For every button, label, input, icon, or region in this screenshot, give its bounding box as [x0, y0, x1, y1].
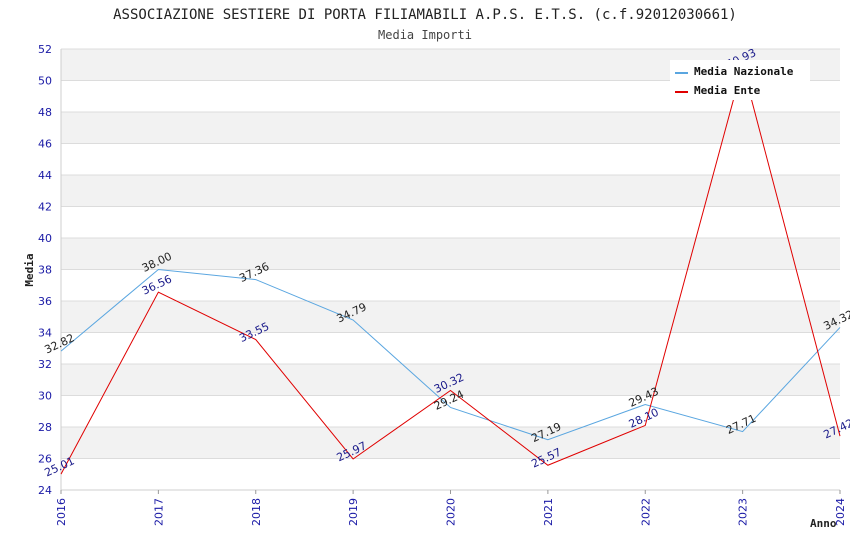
grid-band — [61, 301, 840, 333]
grid-band — [61, 175, 840, 207]
y-tick-label: 34 — [38, 327, 52, 340]
y-axis-label: Media — [23, 253, 36, 286]
grid-band — [61, 427, 840, 459]
x-tick-label: 2022 — [639, 498, 652, 526]
y-tick-label: 40 — [38, 232, 52, 245]
legend-entry-ente: Media Ente — [694, 84, 761, 97]
series-line-nazionale — [60, 268, 841, 441]
x-tick-label: 2021 — [542, 498, 555, 526]
series-layer — [60, 63, 841, 475]
y-axis-ticks: 24 26 28 30 32 34 36 38 40 42 44 46 48 50 52 — [38, 43, 52, 497]
grid-band — [61, 332, 840, 364]
x-tick-label: 2017 — [152, 498, 165, 526]
series-line-ente — [60, 63, 841, 475]
y-tick-label: 32 — [38, 358, 52, 371]
y-tick-label: 38 — [38, 264, 52, 277]
y-tick-label: 36 — [38, 295, 52, 308]
x-axis-ticks: 2016 2017 2018 2019 2020 2021 2022 2023 2024 — [55, 490, 847, 526]
y-tick-label: 50 — [38, 75, 52, 88]
x-tick-label: 2024 — [834, 498, 847, 526]
x-tick-label: 2016 — [55, 498, 68, 526]
chart-title: ASSOCIAZIONE SESTIERE DI PORTA FILIAMABI… — [113, 7, 737, 23]
x-tick-label: 2023 — [737, 498, 750, 526]
plot-background — [61, 49, 840, 490]
y-tick-label: 42 — [38, 201, 52, 214]
grid — [61, 48, 840, 491]
legend-box — [670, 60, 810, 100]
y-tick-label: 48 — [38, 106, 52, 119]
y-tick-label: 24 — [38, 484, 52, 497]
chart-subtitle: Media Importi — [378, 28, 472, 42]
x-tick-label: 2019 — [347, 498, 360, 526]
grid-band — [61, 112, 840, 144]
grid-band — [61, 458, 840, 490]
y-tick-label: 30 — [38, 390, 52, 403]
grid-band — [61, 143, 840, 175]
grid-band — [61, 395, 840, 427]
legend-entry-nazionale: Media Nazionale — [694, 65, 794, 78]
y-tick-label: 28 — [38, 421, 52, 434]
x-axis-label: Anno — [810, 517, 837, 530]
y-tick-label: 46 — [38, 138, 52, 151]
x-tick-label: 2020 — [445, 498, 458, 526]
legend: Media Nazionale Media Ente — [670, 60, 810, 100]
y-tick-label: 52 — [38, 43, 52, 56]
grid-band — [61, 238, 840, 270]
grid-band — [61, 269, 840, 301]
y-tick-label: 44 — [38, 169, 52, 182]
y-tick-label: 26 — [38, 453, 52, 466]
grid-band — [61, 206, 840, 238]
x-tick-label: 2018 — [250, 498, 263, 526]
